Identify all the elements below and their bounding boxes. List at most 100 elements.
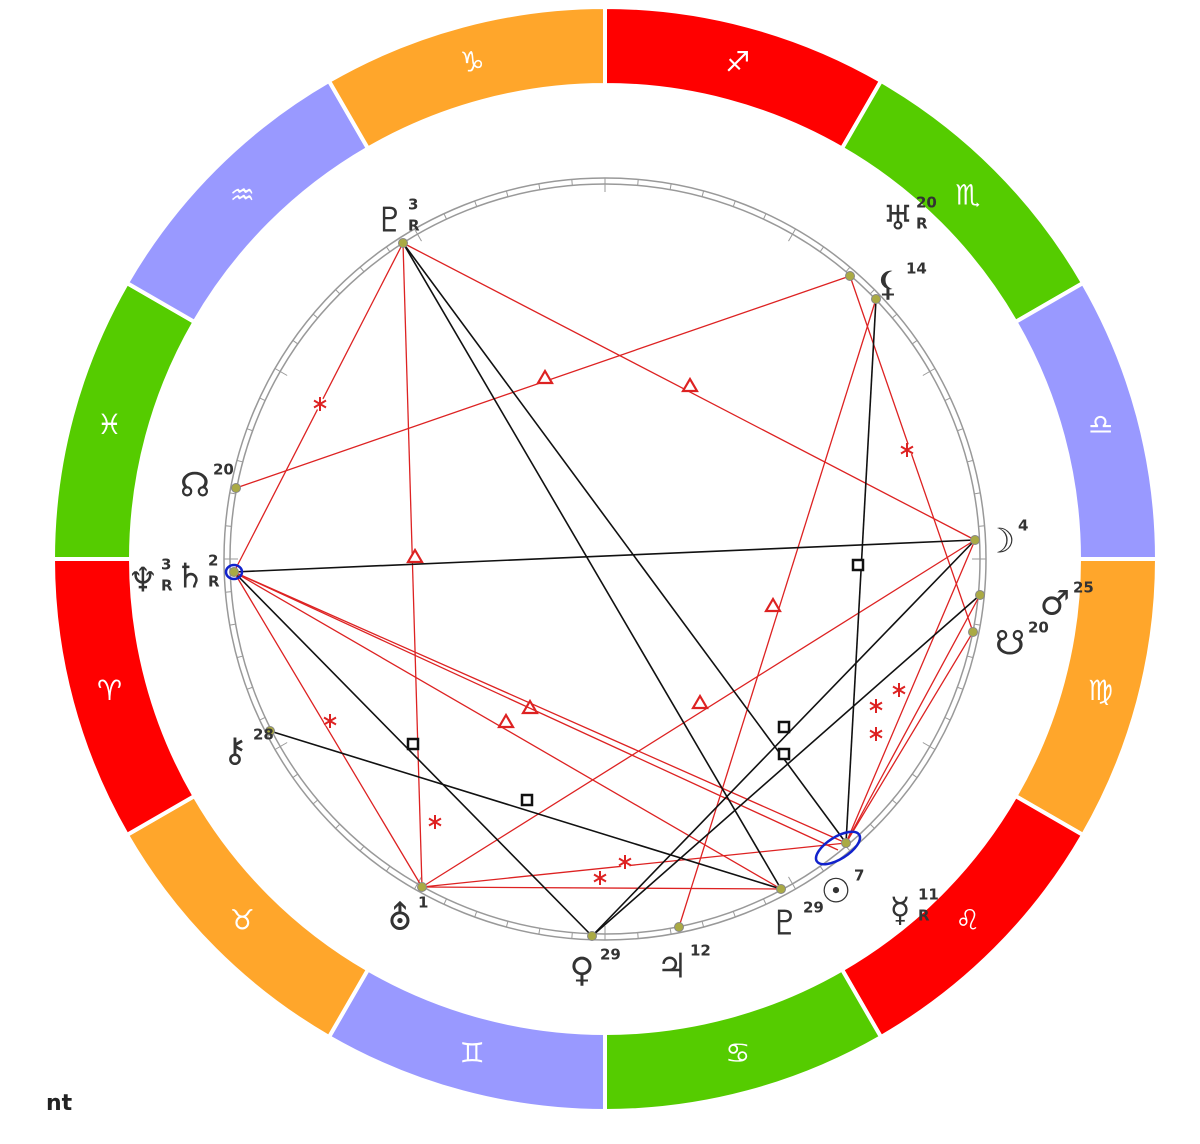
degree-tick bbox=[819, 865, 824, 872]
degree-tick bbox=[386, 865, 391, 872]
degree-tick bbox=[414, 228, 422, 242]
degree-tick bbox=[505, 921, 509, 928]
zodiac-sign: ♉ bbox=[230, 904, 255, 937]
degree-tick bbox=[538, 928, 541, 935]
planet-degree: 29 bbox=[600, 946, 621, 964]
degree-tick bbox=[788, 876, 796, 890]
degree-tick bbox=[891, 799, 898, 805]
zodiac-segment bbox=[50, 557, 198, 838]
degree-tick bbox=[967, 459, 974, 463]
planet-dot bbox=[265, 726, 275, 736]
degree-tick bbox=[225, 591, 232, 593]
retrograde-mark: R bbox=[916, 215, 928, 233]
degree-tick bbox=[292, 340, 299, 345]
degree-tick bbox=[819, 246, 824, 253]
aspect-line bbox=[233, 571, 423, 888]
degree-tick bbox=[443, 213, 447, 220]
aspect-square bbox=[777, 747, 791, 761]
zodiac-sign: ♋ bbox=[725, 1037, 750, 1070]
degree-tick bbox=[359, 845, 365, 852]
degree-tick bbox=[229, 492, 236, 495]
zodiac-segment bbox=[50, 280, 198, 561]
aspect-sextile bbox=[428, 817, 442, 827]
planet-glyph: ☽ bbox=[985, 522, 1015, 562]
inner-circle bbox=[229, 183, 981, 935]
planet-degree: 25 bbox=[1073, 579, 1094, 597]
zodiac-sign: ♌ bbox=[955, 904, 980, 937]
aspect-line bbox=[233, 571, 782, 890]
planet-glyph: ⚸ bbox=[876, 265, 901, 305]
planet-dot bbox=[845, 271, 855, 281]
planet-dot bbox=[229, 567, 239, 577]
planet-dot bbox=[841, 838, 851, 848]
degree-tick bbox=[957, 428, 964, 432]
planet-glyph: ⚷ bbox=[223, 731, 248, 771]
aspect-square bbox=[406, 737, 420, 751]
degree-tick bbox=[236, 655, 243, 659]
planet-glyph: ☋ bbox=[995, 624, 1025, 664]
planet-degree: 7 bbox=[854, 867, 864, 885]
aspect-sextile bbox=[593, 873, 607, 883]
zodiac-segment bbox=[1012, 557, 1160, 838]
degree-tick bbox=[891, 313, 898, 319]
aspect-line bbox=[233, 571, 593, 937]
degree-tick bbox=[978, 525, 985, 527]
degree-tick bbox=[246, 428, 253, 432]
aspect-trine bbox=[406, 547, 424, 564]
degree-tick bbox=[845, 266, 851, 273]
degree-tick bbox=[571, 932, 573, 939]
degree-tick bbox=[236, 459, 243, 463]
degree-tick bbox=[335, 289, 341, 295]
planet-glyph: ☊ bbox=[180, 466, 210, 506]
zodiac-sign: ♐ bbox=[725, 45, 750, 78]
zodiac-sign: ♏ bbox=[955, 178, 980, 211]
planet-dot bbox=[231, 483, 241, 493]
aspect-line bbox=[269, 730, 782, 890]
aspect-sextile bbox=[313, 399, 327, 409]
planet-degree: 28 bbox=[253, 726, 274, 744]
planet-dot bbox=[417, 882, 427, 892]
aspect-line bbox=[233, 539, 976, 573]
degree-tick bbox=[957, 686, 964, 690]
zodiac-sign: ♈ bbox=[97, 674, 122, 707]
aspect-line bbox=[421, 886, 782, 890]
planet-dot bbox=[871, 294, 881, 304]
planet-glyph: ♃ bbox=[657, 947, 687, 987]
aspect-line bbox=[421, 842, 847, 888]
planet-dot bbox=[674, 922, 684, 932]
degree-tick bbox=[443, 898, 447, 905]
aspect-line bbox=[402, 242, 782, 890]
planet-dot bbox=[968, 627, 978, 637]
planet-glyph: ♇ bbox=[375, 201, 405, 241]
degree-tick bbox=[474, 200, 478, 207]
zodiac-sign: ♎ bbox=[1088, 408, 1113, 441]
aspect-square bbox=[520, 793, 534, 807]
degree-tick bbox=[732, 200, 736, 207]
planet-dot bbox=[587, 931, 597, 941]
aspect-sextile bbox=[869, 701, 883, 711]
planet-glyph: ♅ bbox=[883, 199, 913, 239]
degree-tick bbox=[414, 876, 422, 890]
degree-tick bbox=[869, 823, 875, 829]
planet-degree: 3 bbox=[408, 196, 418, 214]
degree-tick bbox=[474, 911, 478, 918]
degree-tick bbox=[229, 623, 236, 626]
degree-tick bbox=[944, 397, 951, 401]
degree-tick bbox=[505, 190, 509, 197]
aspect-sextile bbox=[900, 445, 914, 455]
degree-tick bbox=[246, 686, 253, 690]
degree-tick bbox=[974, 623, 981, 626]
zodiac-sign: ♒ bbox=[230, 178, 255, 211]
planet-glyph: ⛢ bbox=[388, 899, 413, 939]
aspect-sextile bbox=[869, 729, 883, 739]
planet-dot bbox=[975, 590, 985, 600]
planet-degree: 3 bbox=[161, 556, 171, 574]
aspect-sextile bbox=[892, 685, 906, 695]
degree-tick bbox=[312, 799, 319, 805]
zodiac-segment bbox=[326, 4, 607, 152]
degree-tick bbox=[911, 773, 918, 778]
degree-tick bbox=[701, 190, 705, 197]
planet-glyph: ♂ bbox=[1040, 584, 1070, 624]
aspect-trine bbox=[764, 596, 782, 613]
